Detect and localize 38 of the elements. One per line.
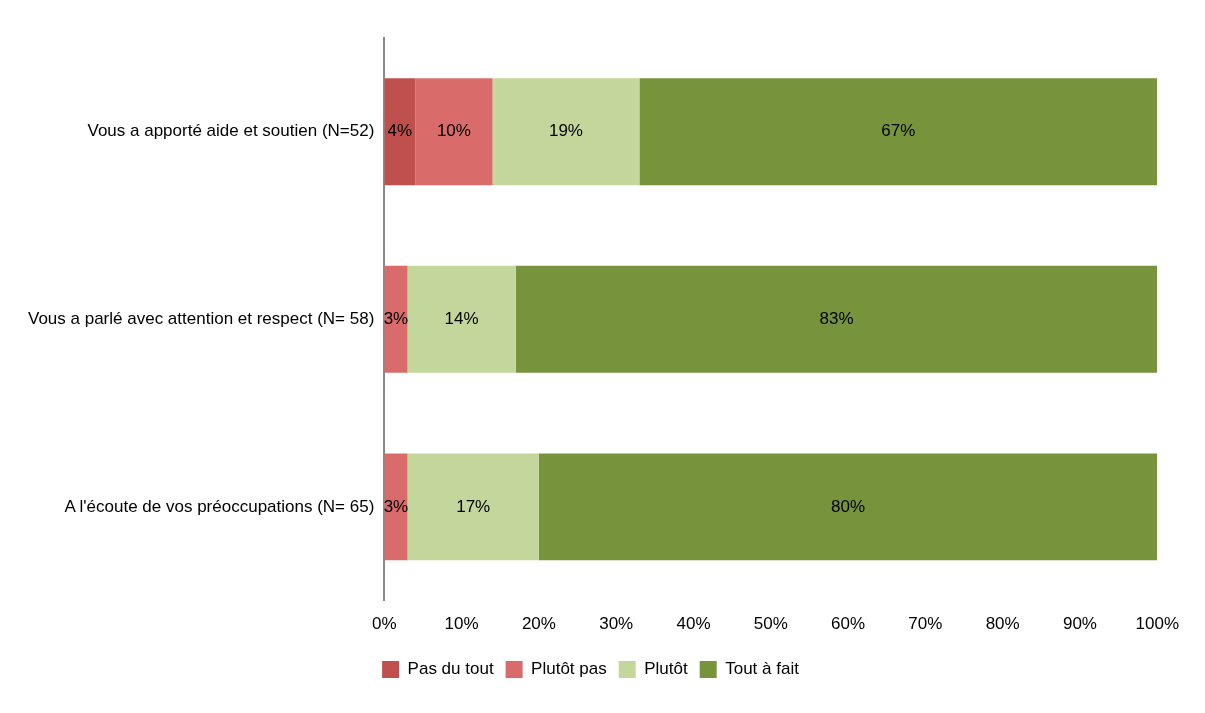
- data-label: 10%: [436, 121, 471, 141]
- data-label: 80%: [831, 496, 866, 516]
- data-label: 14%: [444, 308, 479, 328]
- x-tick-label: 60%: [831, 614, 866, 634]
- data-label: 17%: [456, 496, 491, 516]
- data-label: 67%: [881, 121, 916, 141]
- x-tick-label: 80%: [985, 614, 1020, 634]
- data-label: 83%: [819, 308, 854, 328]
- bar: [384, 453, 408, 561]
- x-tick-label: 20%: [521, 614, 556, 634]
- x-tick-label: 10%: [444, 614, 479, 634]
- y-tick-label: Vous a parlé avec attention et respect (N= 58): [28, 308, 375, 328]
- bar: [492, 78, 640, 186]
- bar: [639, 78, 1158, 186]
- bar: [407, 453, 539, 561]
- bar: [384, 78, 416, 186]
- legend-label: Tout à fait: [725, 659, 800, 679]
- y-tick-label: A l'écoute de vos préoccupations (N= 65): [64, 496, 375, 516]
- legend-label: Pas du tout: [407, 659, 494, 679]
- data-label: 19%: [548, 121, 583, 141]
- x-tick-label: 0%: [372, 614, 397, 634]
- x-tick-label: 70%: [908, 614, 943, 634]
- data-label: 3%: [383, 308, 409, 328]
- x-tick-label: 30%: [599, 614, 634, 634]
- x-tick-label: 50%: [753, 614, 788, 634]
- y-tick-label: Vous a apporté aide et soutien (N=52): [87, 121, 375, 141]
- data-label: 4%: [387, 121, 413, 141]
- legend-label: Plutôt: [644, 659, 688, 679]
- bar: [407, 265, 516, 373]
- x-tick-label: 100%: [1135, 614, 1179, 634]
- data-label: 3%: [383, 496, 409, 516]
- bar: [384, 265, 408, 373]
- bar: [515, 265, 1158, 373]
- legend-label: Plutôt pas: [531, 659, 607, 679]
- bar: [415, 78, 493, 186]
- x-tick-label: 90%: [1062, 614, 1097, 634]
- x-tick-label: 40%: [676, 614, 711, 634]
- bar: [538, 453, 1158, 561]
